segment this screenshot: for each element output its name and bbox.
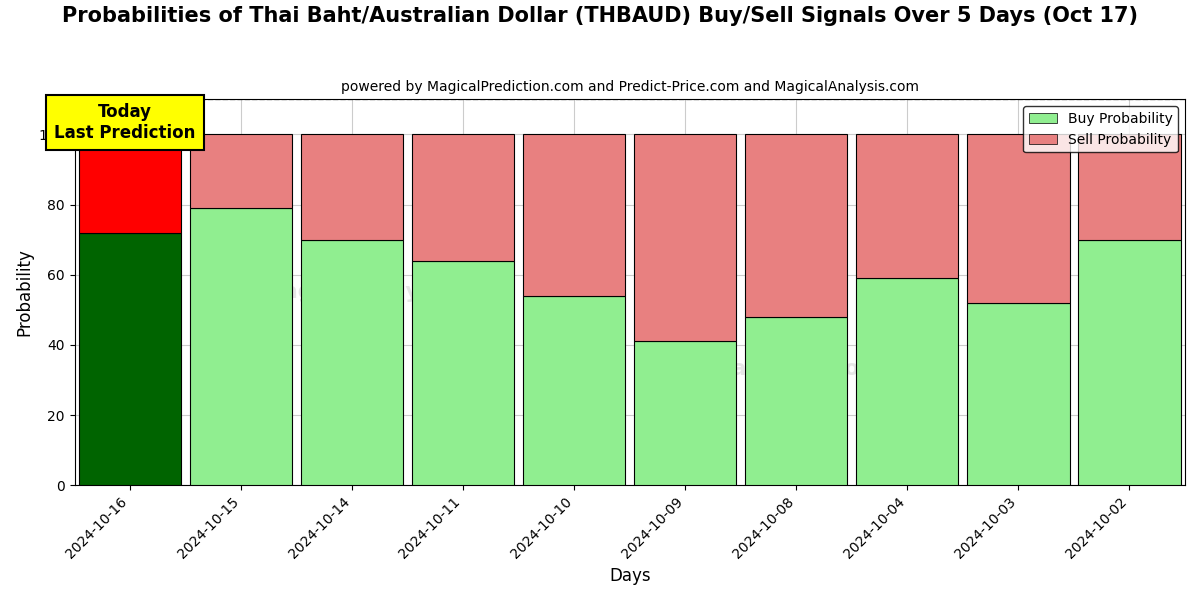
Title: powered by MagicalPrediction.com and Predict-Price.com and MagicalAnalysis.com: powered by MagicalPrediction.com and Pre…	[341, 80, 919, 94]
Bar	[745, 317, 847, 485]
Bar	[79, 134, 181, 233]
Bar	[190, 134, 293, 208]
Bar	[412, 260, 515, 485]
Bar	[1079, 134, 1181, 239]
Bar	[745, 134, 847, 317]
Bar	[857, 278, 959, 485]
Text: Probabilities of Thai Baht/Australian Dollar (THBAUD) Buy/Sell Signals Over 5 Da: Probabilities of Thai Baht/Australian Do…	[62, 6, 1138, 26]
Bar	[301, 134, 403, 239]
Bar	[635, 134, 737, 341]
Bar	[412, 134, 515, 260]
Bar	[967, 134, 1069, 303]
Text: MagicalPrediction.com: MagicalPrediction.com	[662, 359, 930, 379]
Bar	[1079, 239, 1181, 485]
Text: Today
Last Prediction: Today Last Prediction	[54, 103, 196, 142]
Bar	[523, 296, 625, 485]
Bar	[523, 134, 625, 296]
Legend: Buy Probability, Sell Probability: Buy Probability, Sell Probability	[1024, 106, 1178, 152]
Bar	[190, 208, 293, 485]
Bar	[857, 134, 959, 278]
Text: MagicalAnalysis.com: MagicalAnalysis.com	[263, 282, 508, 302]
Bar	[301, 239, 403, 485]
X-axis label: Days: Days	[610, 567, 650, 585]
Bar	[967, 303, 1069, 485]
Y-axis label: Probability: Probability	[16, 248, 34, 336]
Bar	[635, 341, 737, 485]
Bar	[79, 233, 181, 485]
